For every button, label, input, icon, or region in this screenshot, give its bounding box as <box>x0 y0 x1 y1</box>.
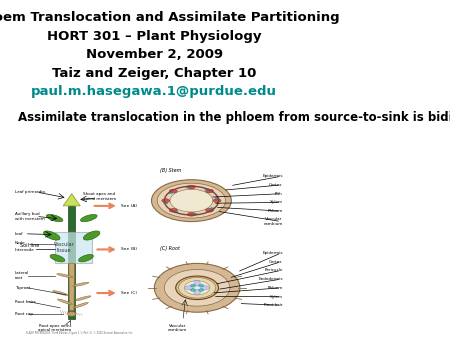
Text: Assimilate translocation in the phloem from source-to-sink is bidirectional: Assimilate translocation in the phloem f… <box>18 111 450 124</box>
Text: paul.m.hasegawa.1@purdue.edu: paul.m.hasegawa.1@purdue.edu <box>32 85 277 98</box>
Text: Phloem Translocation and Assimilate Partitioning: Phloem Translocation and Assimilate Part… <box>0 11 339 24</box>
Text: November 2, 2009: November 2, 2009 <box>86 48 223 61</box>
Text: Taiz and Zeiger, Chapter 10: Taiz and Zeiger, Chapter 10 <box>52 67 256 80</box>
Text: HORT 301 – Plant Physiology: HORT 301 – Plant Physiology <box>47 30 261 43</box>
